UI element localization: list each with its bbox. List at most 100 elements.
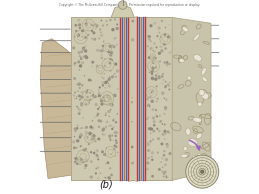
Circle shape bbox=[167, 131, 169, 133]
Circle shape bbox=[80, 50, 83, 53]
Circle shape bbox=[115, 131, 117, 133]
Circle shape bbox=[147, 105, 149, 107]
Circle shape bbox=[108, 52, 109, 53]
Circle shape bbox=[88, 96, 89, 97]
Circle shape bbox=[165, 99, 168, 101]
Circle shape bbox=[99, 49, 102, 52]
Ellipse shape bbox=[197, 102, 202, 106]
Circle shape bbox=[88, 143, 90, 145]
Circle shape bbox=[104, 73, 105, 74]
Circle shape bbox=[162, 79, 164, 81]
Circle shape bbox=[168, 132, 171, 134]
Circle shape bbox=[157, 35, 159, 37]
Circle shape bbox=[148, 39, 150, 41]
Circle shape bbox=[100, 20, 102, 21]
Circle shape bbox=[107, 51, 110, 53]
Circle shape bbox=[160, 120, 162, 123]
Circle shape bbox=[165, 81, 167, 83]
Circle shape bbox=[146, 161, 149, 165]
Circle shape bbox=[147, 35, 151, 38]
Circle shape bbox=[149, 132, 152, 134]
Circle shape bbox=[162, 158, 163, 159]
Circle shape bbox=[89, 126, 92, 129]
Circle shape bbox=[152, 50, 154, 52]
Circle shape bbox=[166, 175, 167, 177]
Circle shape bbox=[151, 158, 154, 161]
Circle shape bbox=[151, 69, 154, 72]
Circle shape bbox=[79, 109, 81, 111]
Circle shape bbox=[131, 146, 133, 148]
Circle shape bbox=[106, 121, 109, 123]
Circle shape bbox=[100, 103, 104, 106]
Circle shape bbox=[146, 98, 149, 100]
Circle shape bbox=[148, 149, 150, 152]
Circle shape bbox=[113, 148, 115, 150]
Circle shape bbox=[93, 152, 95, 154]
Circle shape bbox=[109, 53, 112, 57]
Circle shape bbox=[163, 154, 166, 157]
Circle shape bbox=[100, 34, 103, 37]
Circle shape bbox=[91, 38, 93, 40]
Circle shape bbox=[86, 20, 87, 22]
Circle shape bbox=[96, 26, 97, 28]
Circle shape bbox=[81, 61, 84, 64]
Circle shape bbox=[84, 55, 87, 58]
Circle shape bbox=[201, 170, 204, 173]
Circle shape bbox=[106, 24, 108, 26]
Circle shape bbox=[169, 82, 170, 83]
Circle shape bbox=[80, 133, 82, 136]
Circle shape bbox=[103, 133, 106, 136]
Circle shape bbox=[163, 43, 166, 46]
Circle shape bbox=[85, 130, 88, 133]
Circle shape bbox=[109, 19, 112, 21]
Circle shape bbox=[105, 127, 107, 129]
Circle shape bbox=[116, 69, 119, 73]
Circle shape bbox=[95, 172, 97, 175]
Circle shape bbox=[152, 90, 154, 92]
Circle shape bbox=[90, 79, 92, 81]
Ellipse shape bbox=[199, 90, 205, 96]
Circle shape bbox=[151, 175, 154, 178]
Circle shape bbox=[78, 51, 81, 54]
Circle shape bbox=[96, 154, 99, 157]
Circle shape bbox=[90, 24, 93, 26]
Circle shape bbox=[74, 127, 77, 131]
Circle shape bbox=[151, 151, 154, 155]
Circle shape bbox=[79, 136, 81, 139]
Circle shape bbox=[87, 34, 89, 36]
Circle shape bbox=[108, 83, 109, 84]
Circle shape bbox=[163, 171, 166, 175]
Circle shape bbox=[108, 116, 110, 117]
Circle shape bbox=[79, 62, 80, 63]
Circle shape bbox=[96, 154, 98, 156]
Circle shape bbox=[77, 34, 80, 37]
Circle shape bbox=[115, 139, 117, 141]
Circle shape bbox=[74, 62, 76, 65]
Ellipse shape bbox=[181, 154, 188, 158]
Circle shape bbox=[85, 148, 87, 150]
Circle shape bbox=[132, 162, 134, 163]
Ellipse shape bbox=[201, 68, 206, 75]
Circle shape bbox=[152, 130, 155, 133]
Circle shape bbox=[114, 62, 117, 66]
Circle shape bbox=[100, 50, 102, 52]
Circle shape bbox=[164, 124, 166, 126]
Circle shape bbox=[109, 76, 111, 78]
Circle shape bbox=[146, 118, 148, 120]
Circle shape bbox=[118, 1, 127, 9]
Circle shape bbox=[102, 84, 104, 87]
Circle shape bbox=[109, 167, 111, 169]
Ellipse shape bbox=[183, 146, 187, 151]
Circle shape bbox=[105, 112, 107, 115]
Circle shape bbox=[108, 134, 111, 138]
Polygon shape bbox=[172, 17, 211, 180]
Circle shape bbox=[163, 113, 166, 115]
Circle shape bbox=[164, 85, 167, 88]
Circle shape bbox=[85, 91, 88, 94]
Circle shape bbox=[79, 27, 81, 29]
Circle shape bbox=[161, 83, 163, 85]
Circle shape bbox=[81, 91, 83, 94]
Circle shape bbox=[103, 97, 104, 98]
Circle shape bbox=[152, 116, 155, 120]
Circle shape bbox=[156, 101, 157, 102]
